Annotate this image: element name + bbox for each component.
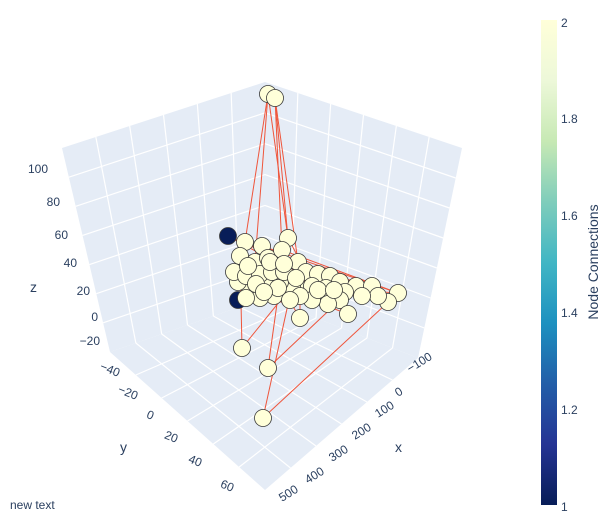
- node-marker: [233, 339, 251, 357]
- colorbar-tick-label: 1.2: [561, 403, 578, 417]
- colorbar-tick-label: 1: [561, 500, 568, 514]
- x-tick-label: 500: [276, 482, 301, 505]
- edge-line: [254, 93, 269, 263]
- z-axis-ticks: −20 020 40 60 80 100: [28, 162, 100, 348]
- node-marker: [353, 287, 371, 305]
- edge-line: [244, 93, 269, 243]
- z-axis-title: z: [30, 279, 37, 295]
- colorbar-gradient: [541, 20, 557, 505]
- y-tick-label: 20: [162, 428, 180, 446]
- x-tick-label: 100: [372, 398, 397, 421]
- node-marker: [275, 255, 293, 273]
- node-marker: [369, 287, 387, 305]
- node-marker: [281, 291, 299, 309]
- colorbar-ticks: 2 1.8 1.6 1.4 1.2 1: [561, 16, 578, 514]
- edge-line: [262, 292, 399, 419]
- grid-line: [89, 204, 266, 266]
- node-marker: [339, 305, 357, 323]
- grid-line: [96, 235, 266, 295]
- colorbar-tick-label: 1.6: [561, 209, 578, 223]
- x-axis-title: x: [395, 439, 402, 455]
- y-tick-label: −40: [98, 359, 122, 380]
- node-marker: [309, 281, 327, 299]
- grid-line: [366, 125, 397, 339]
- scene-grid: [68, 92, 456, 469]
- edge-line: [274, 97, 289, 239]
- grid-line: [82, 174, 266, 236]
- z-tick-label: 80: [47, 195, 61, 209]
- z-tick-label: 20: [77, 284, 91, 298]
- grid-line: [238, 347, 393, 468]
- node-marker: [259, 359, 277, 377]
- node-marker: [266, 89, 284, 107]
- x-tick-label: 300: [326, 442, 351, 465]
- colorbar-tick-label: 2: [561, 16, 568, 30]
- grid-line: [95, 136, 137, 344]
- z-tick-label: 60: [55, 228, 69, 242]
- grid-line: [162, 114, 189, 326]
- annotation-text: new text: [10, 498, 55, 512]
- node-marker: [239, 257, 257, 275]
- x-tick-label: 0: [392, 384, 405, 400]
- y-tick-label: −20: [116, 382, 140, 403]
- z-tick-label: 40: [64, 256, 78, 270]
- node-markers: [219, 85, 407, 427]
- node-marker: [291, 309, 309, 327]
- colorbar: 2 1.8 1.6 1.4 1.2 1 Node Connections: [541, 16, 601, 514]
- grid-line: [264, 112, 456, 179]
- node-marker: [255, 283, 273, 301]
- node-marker: [325, 281, 343, 299]
- grid-line: [196, 103, 214, 317]
- edge-line: [274, 97, 283, 251]
- grid-line: [264, 174, 444, 239]
- z-tick-label: 100: [28, 162, 48, 176]
- node-marker: [287, 269, 305, 287]
- node-marker: [237, 289, 255, 307]
- colorbar-title: Node Connections: [585, 204, 601, 319]
- z-tick-label: 0: [91, 310, 98, 324]
- colorbar-tick-label: 1.8: [561, 112, 578, 126]
- grid-line: [391, 136, 430, 349]
- y-tick-label: 40: [186, 452, 204, 470]
- node-marker: [254, 409, 272, 427]
- node-marker: [219, 227, 237, 245]
- x-tick-label: 200: [349, 420, 374, 443]
- grid-line: [75, 143, 266, 207]
- z-tick-label: −20: [80, 334, 101, 348]
- grid-line: [129, 125, 163, 335]
- colorbar-tick-label: 1.4: [561, 306, 578, 320]
- y-axis-title: y: [120, 439, 127, 455]
- grid-line: [264, 143, 450, 209]
- grid-line: [68, 112, 266, 178]
- y-tick-label: 0: [145, 407, 157, 423]
- y-tick-label: 60: [218, 477, 236, 495]
- x-tick-label: 400: [302, 464, 327, 487]
- grid-line: [264, 204, 438, 269]
